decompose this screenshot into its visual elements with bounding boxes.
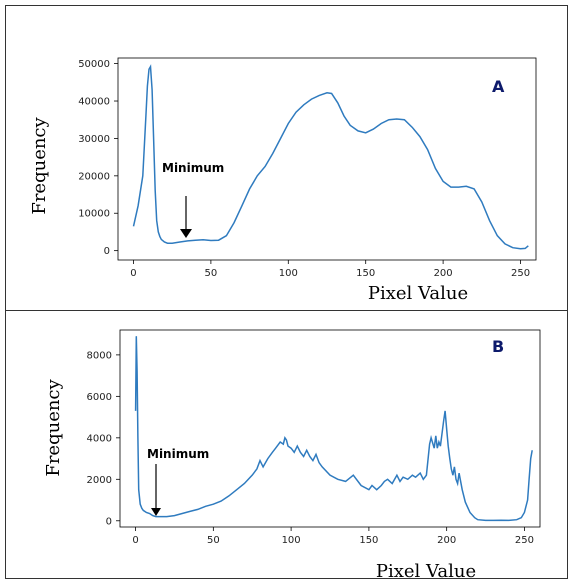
annotation-arrowhead-a [180,229,192,238]
annotation-arrowhead-b [151,508,161,516]
series-line-b [134,336,533,522]
y-tick-label: 0 [106,516,112,527]
y-tick-label: 4000 [87,433,112,444]
y-tick-label: 0 [104,246,110,257]
x-tick-label: 150 [356,268,375,279]
x-tick-label: 100 [279,268,298,279]
x-tick-label: 200 [437,535,456,546]
x-tick-label: 0 [132,535,138,546]
y-tick-label: 40000 [78,97,110,108]
x-tick-label: 250 [511,268,530,279]
y-axis-label-b: Frequency [43,378,64,476]
y-ticks-b: 0 2000 4000 6000 8000 [87,350,120,527]
x-tick-label: 200 [434,268,453,279]
x-ticks-b: 0 50 100 150 200 250 [132,527,534,546]
x-tick-label: 250 [515,535,534,546]
panel-b-frame [5,310,568,579]
x-axis-label-b: Pixel Value [376,561,476,581]
series-line-a [132,64,529,250]
x-tick-label: 100 [282,535,301,546]
y-ticks-a: 0 10000 20000 30000 40000 50000 [78,59,118,257]
y-tick-label: 50000 [78,59,110,70]
y-tick-label: 10000 [78,209,110,220]
x-tick-label: 0 [130,268,136,279]
panel-a-frame [5,5,568,311]
x-tick-label: 150 [359,535,378,546]
y-tick-label: 8000 [87,350,112,361]
y-tick-label: 30000 [78,134,110,145]
y-tick-label: 2000 [87,475,112,486]
x-axis-label-a: Pixel Value [368,283,468,304]
x-tick-label: 50 [207,535,220,546]
y-tick-label: 20000 [78,171,110,182]
panel-label-a: A [492,77,505,96]
x-ticks-a: 0 50 100 150 200 250 [130,260,530,279]
y-axis-label-a: Frequency [29,116,50,214]
plot-area-b [119,329,541,528]
panel-b: 0 2000 4000 6000 8000 0 50 100 150 200 250 B Mini… [43,329,541,582]
annotation-label-b: Minimum [147,447,209,461]
panel-a: 0 10000 20000 30000 40000 50000 0 50 100 150 200 2… [29,57,537,304]
panel-label-b: B [492,337,504,356]
plot-area-a [117,57,537,261]
annotation-label-a: Minimum [162,161,224,175]
x-tick-label: 50 [205,268,218,279]
y-tick-label: 6000 [87,392,112,403]
